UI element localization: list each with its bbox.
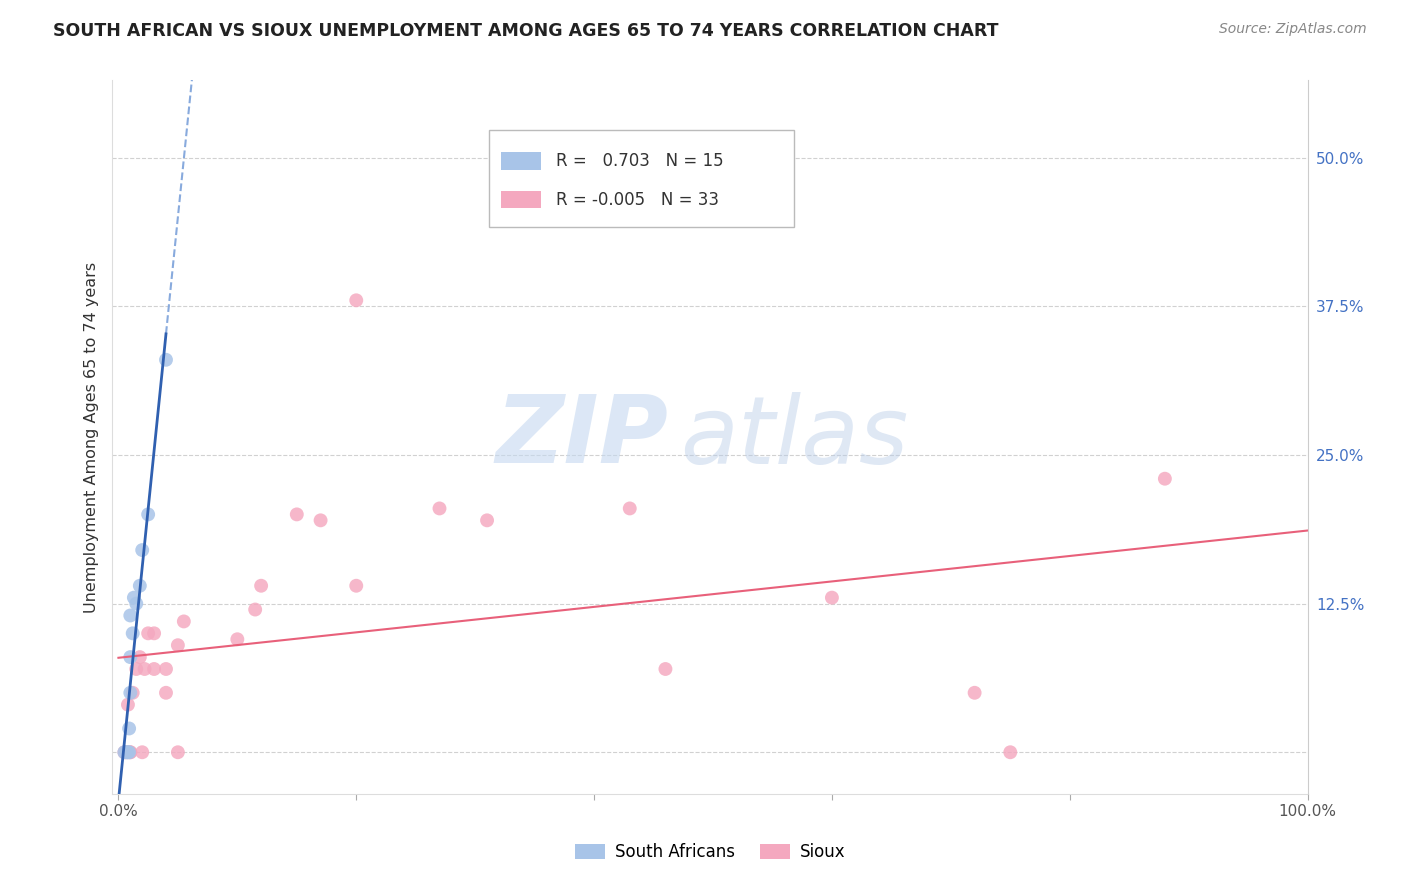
Y-axis label: Unemployment Among Ages 65 to 74 years: Unemployment Among Ages 65 to 74 years [84, 261, 100, 613]
Point [344, 293, 367, 308]
Point [250, 579, 273, 593]
Point [120, 686, 142, 700]
Point [134, 662, 156, 676]
Point [475, 513, 498, 527]
Text: SOUTH AFRICAN VS SIOUX UNEMPLOYMENT AMONG AGES 65 TO 74 YEARS CORRELATION CHART: SOUTH AFRICAN VS SIOUX UNEMPLOYMENT AMON… [53, 22, 998, 40]
Point [121, 626, 143, 640]
Text: atlas: atlas [681, 392, 908, 483]
Legend: South Africans, Sioux: South Africans, Sioux [568, 837, 852, 868]
Point [155, 686, 177, 700]
Point [117, 745, 139, 759]
Point [654, 662, 676, 676]
Point [120, 745, 142, 759]
Point [115, 745, 138, 759]
Point [120, 650, 142, 665]
Point [143, 662, 166, 676]
Point [155, 662, 177, 676]
Point [125, 662, 148, 676]
Point [344, 579, 367, 593]
Point [128, 650, 150, 665]
Point [243, 602, 266, 616]
Point [131, 745, 153, 759]
Point [1154, 472, 1177, 486]
Point [117, 698, 139, 712]
Point [167, 638, 190, 652]
Point [112, 745, 135, 759]
Point [155, 352, 177, 367]
Text: ZIP: ZIP [495, 391, 668, 483]
Point [118, 745, 141, 759]
Point [128, 579, 150, 593]
Point [143, 626, 166, 640]
Point [285, 508, 308, 522]
Point [125, 597, 148, 611]
Point [619, 501, 641, 516]
Point [136, 508, 159, 522]
Point [122, 591, 145, 605]
Point [821, 591, 844, 605]
Point [120, 608, 142, 623]
Point [115, 745, 138, 759]
Point [121, 686, 143, 700]
Point [167, 745, 190, 759]
Point [120, 745, 142, 759]
Point [118, 722, 141, 736]
Point [309, 513, 332, 527]
Text: Source: ZipAtlas.com: Source: ZipAtlas.com [1219, 22, 1367, 37]
Point [963, 686, 986, 700]
Point [112, 745, 135, 759]
Point [226, 632, 249, 647]
Point [136, 626, 159, 640]
Point [173, 615, 195, 629]
Point [1000, 745, 1022, 759]
Point [131, 543, 153, 558]
Point [429, 501, 451, 516]
